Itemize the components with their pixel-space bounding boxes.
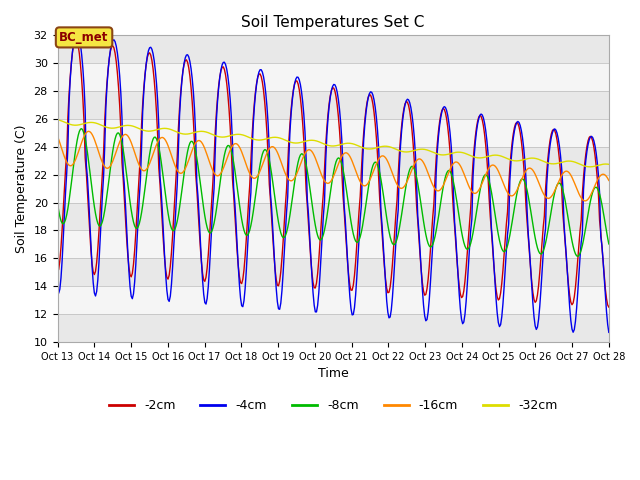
Bar — [58, 314, 609, 342]
Bar — [58, 258, 609, 286]
Text: BC_met: BC_met — [60, 31, 109, 44]
Legend: -2cm, -4cm, -8cm, -16cm, -32cm: -2cm, -4cm, -8cm, -16cm, -32cm — [104, 394, 563, 417]
Bar — [58, 147, 609, 175]
Bar — [58, 175, 609, 203]
Bar — [58, 286, 609, 314]
Y-axis label: Soil Temperature (C): Soil Temperature (C) — [15, 124, 28, 253]
Bar — [58, 230, 609, 258]
Bar — [58, 203, 609, 230]
X-axis label: Time: Time — [318, 367, 349, 380]
Bar — [58, 36, 609, 63]
Title: Soil Temperatures Set C: Soil Temperatures Set C — [241, 15, 425, 30]
Bar — [58, 91, 609, 119]
Bar — [58, 119, 609, 147]
Bar — [58, 63, 609, 91]
